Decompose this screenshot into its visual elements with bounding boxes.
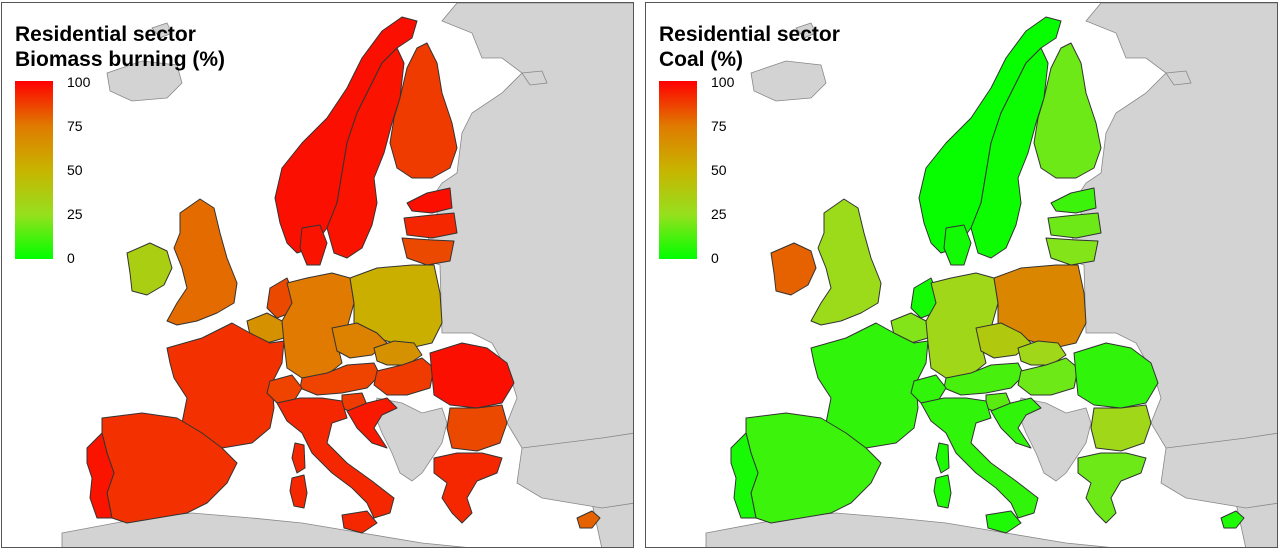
country-finland — [1033, 42, 1102, 179]
country-latvia — [403, 212, 458, 239]
country-croatia — [346, 397, 398, 449]
title-line-2: Biomass burning (%) — [15, 48, 226, 71]
europe-map — [2, 3, 633, 547]
legend-tick-25: 25 — [67, 206, 83, 222]
non-eu-land — [1017, 397, 1092, 482]
country-estonia — [406, 187, 453, 214]
country-italy — [276, 397, 395, 519]
country-denmark — [299, 224, 328, 266]
legend-tick-50: 50 — [67, 162, 83, 178]
country-sicily — [341, 510, 378, 534]
country-portugal — [86, 432, 115, 519]
country-estonia — [1050, 187, 1097, 214]
title-line-1: Residential sector — [659, 23, 840, 46]
country-italy — [920, 397, 1039, 519]
legend-tick-100: 100 — [67, 74, 91, 90]
country-cyprus — [576, 510, 601, 529]
country-france — [166, 322, 285, 449]
legend-gradient-bar — [15, 81, 53, 259]
country-bulgaria — [446, 404, 508, 452]
country-corsica — [291, 442, 306, 474]
country-slovakia — [373, 340, 423, 366]
country-germany — [925, 272, 999, 379]
map-panel-coal: Residential sector Coal (%) 100 75 50 25… — [645, 2, 1278, 548]
country-sardinia — [289, 474, 308, 509]
country-corsica — [935, 442, 950, 474]
country-lithuania — [401, 237, 455, 266]
country-portugal — [730, 432, 759, 519]
country-ireland — [770, 242, 817, 296]
non-eu-land — [521, 70, 548, 86]
country-uk — [166, 198, 238, 326]
legend-tick-50: 50 — [711, 162, 727, 178]
country-slovakia — [1017, 340, 1067, 366]
legend-tick-75: 75 — [711, 118, 727, 134]
non-eu-land — [750, 60, 827, 102]
legend-gradient-bar — [659, 81, 697, 259]
legend-tick-0: 0 — [711, 250, 719, 266]
country-poland — [349, 264, 443, 349]
country-uk — [810, 198, 882, 326]
non-eu-land — [106, 60, 183, 102]
country-austria — [943, 362, 1025, 396]
country-sicily — [985, 510, 1022, 534]
legend-tick-100: 100 — [711, 74, 735, 90]
country-sardinia — [933, 474, 952, 509]
country-austria — [299, 362, 381, 396]
country-hungary — [1017, 357, 1079, 396]
legend-tick-25: 25 — [711, 206, 727, 222]
country-lithuania — [1045, 237, 1099, 266]
country-denmark — [943, 224, 972, 266]
non-eu-land — [516, 432, 633, 509]
non-eu-land — [795, 22, 817, 39]
non-eu-land — [1160, 432, 1277, 509]
country-france — [810, 322, 929, 449]
non-eu-land — [151, 22, 173, 39]
country-poland — [993, 264, 1087, 349]
country-hungary — [373, 357, 435, 396]
color-legend: 100 75 50 25 0 — [659, 75, 759, 269]
map-title: Residential sector Coal (%) — [659, 22, 840, 72]
europe-map — [646, 3, 1277, 547]
country-greece — [433, 452, 503, 524]
country-bulgaria — [1090, 404, 1152, 452]
country-croatia — [990, 397, 1042, 449]
legend-tick-0: 0 — [67, 250, 75, 266]
country-finland — [389, 42, 458, 179]
color-legend: 100 75 50 25 0 — [15, 75, 115, 269]
country-latvia — [1047, 212, 1102, 239]
legend-tick-75: 75 — [67, 118, 83, 134]
non-eu-land — [1165, 70, 1192, 86]
title-line-1: Residential sector — [15, 23, 196, 46]
map-title: Residential sector Biomass burning (%) — [15, 22, 225, 72]
country-romania — [1073, 342, 1159, 409]
title-line-2: Coal (%) — [659, 48, 743, 71]
country-germany — [281, 272, 355, 379]
country-greece — [1077, 452, 1147, 524]
map-panel-biomass: Residential sector Biomass burning (%) 1… — [1, 2, 634, 548]
non-eu-land — [373, 397, 448, 482]
country-cyprus — [1220, 510, 1245, 529]
country-romania — [429, 342, 515, 409]
country-ireland — [126, 242, 173, 296]
